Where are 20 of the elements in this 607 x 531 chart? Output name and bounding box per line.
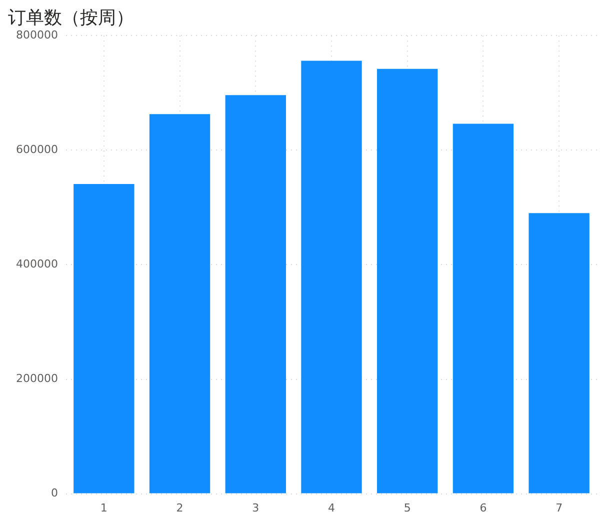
bar [225,95,286,494]
x-tick-label: 6 [480,501,487,514]
bar [452,124,514,494]
x-tick-label: 5 [404,501,411,514]
chart-title: 订单数（按周） [8,7,134,28]
y-tick-label: 400000 [16,258,58,271]
y-tick-label: 200000 [16,372,58,386]
y-tick-label: 800000 [16,28,58,42]
bar [74,184,134,494]
bar [149,114,210,494]
bar [528,213,590,494]
x-tick-label: 1 [100,501,108,514]
x-tick-label: 7 [556,501,563,514]
y-tick-label: 0 [50,486,58,500]
bar [377,68,438,494]
x-tick-label: 3 [252,501,260,514]
x-tick-label: 4 [328,501,335,514]
bar [301,60,362,494]
x-tick-label: 2 [176,501,184,514]
y-tick-label: 600000 [16,143,58,156]
